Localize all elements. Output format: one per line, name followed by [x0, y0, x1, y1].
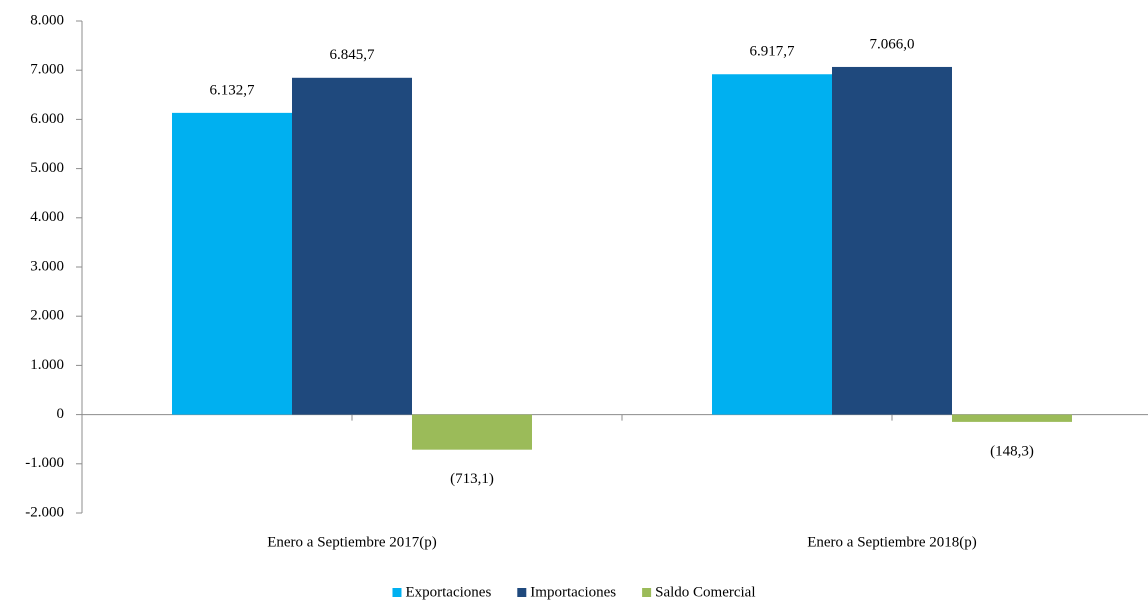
y-tick-label: -1.000 — [25, 455, 64, 471]
bar — [412, 414, 532, 450]
y-tick-label: 5.000 — [30, 160, 64, 176]
bar — [712, 74, 832, 415]
y-tick-label: 3.000 — [30, 258, 64, 274]
y-tick-label: 2.000 — [30, 308, 64, 324]
legend-label: Saldo Comercial — [655, 584, 755, 600]
value-label: 6.845,7 — [330, 47, 376, 63]
legend-label: Importaciones — [530, 584, 616, 600]
x-tick-label: Enero a Septiembre 2017(p) — [267, 534, 437, 550]
x-tick-label: Enero a Septiembre 2018(p) — [807, 534, 977, 550]
legend-swatch — [392, 588, 402, 597]
y-tick-label: -2.000 — [25, 504, 64, 520]
y-tick-label: 4.000 — [30, 209, 64, 225]
legend-swatch — [642, 588, 652, 597]
legend-swatch — [517, 588, 527, 597]
y-tick-label: 8.000 — [30, 12, 64, 28]
value-label: 6.132,7 — [210, 82, 256, 98]
bar — [172, 112, 292, 415]
y-tick-label: 7.000 — [30, 62, 64, 78]
value-label: 6.917,7 — [750, 44, 796, 60]
value-label: (148,3) — [990, 443, 1034, 459]
y-tick-label: 6.000 — [30, 111, 64, 127]
value-label: (713,1) — [450, 471, 494, 487]
y-tick-label: 0 — [57, 406, 65, 422]
value-label: 7.066,0 — [870, 36, 915, 52]
y-tick-label: 1.000 — [30, 357, 64, 373]
bar — [832, 66, 952, 415]
bar — [952, 414, 1072, 422]
bar — [292, 77, 412, 415]
legend-label: Exportaciones — [405, 584, 491, 600]
